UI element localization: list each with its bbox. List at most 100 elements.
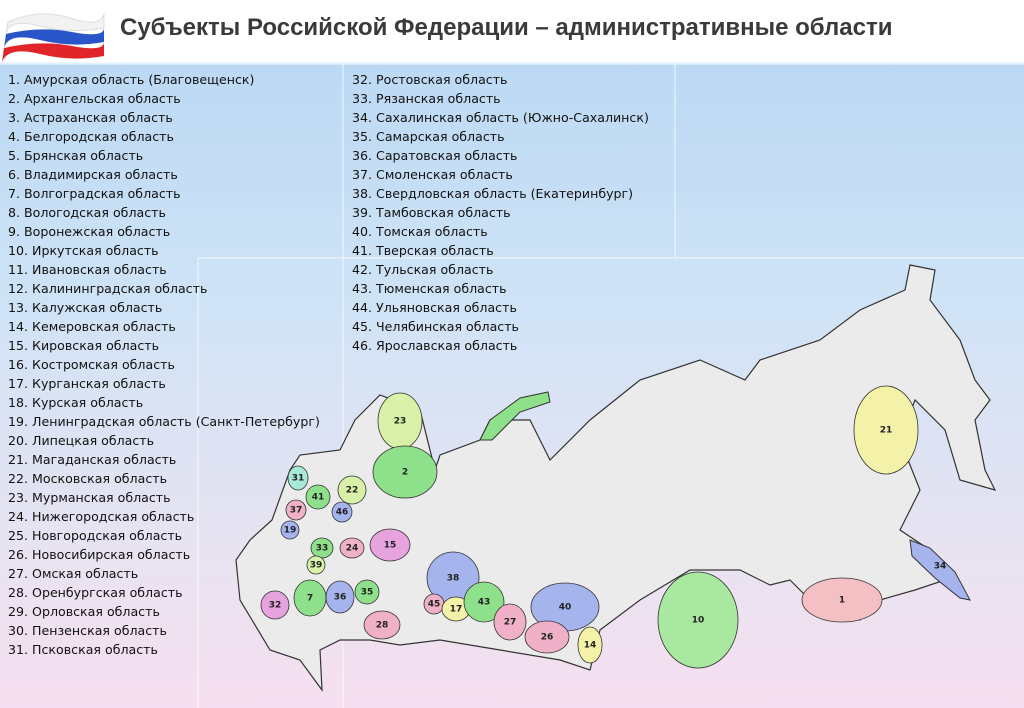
region-number: 22 bbox=[346, 486, 359, 496]
region-number: 39 bbox=[310, 561, 323, 571]
region-area bbox=[339, 537, 365, 559]
region-area bbox=[372, 445, 438, 499]
region-area bbox=[325, 580, 355, 614]
region-number: 40 bbox=[559, 603, 572, 613]
region-item: 17. Курганская область bbox=[8, 376, 166, 391]
region-area bbox=[285, 499, 307, 521]
region-item: 7. Волгоградская область bbox=[8, 186, 181, 201]
region-area bbox=[524, 620, 570, 654]
region-number: 27 bbox=[504, 618, 517, 628]
region-number: 21 bbox=[880, 426, 893, 436]
region-number: 23 bbox=[394, 417, 407, 427]
region-number: 37 bbox=[290, 506, 303, 516]
region-area bbox=[657, 571, 739, 669]
region-area bbox=[337, 475, 367, 505]
region-area bbox=[577, 626, 603, 664]
region-item: 42. Тульская область bbox=[352, 262, 494, 277]
region-item: 25. Новгородская область bbox=[8, 528, 183, 543]
region-item: 4. Белгородская область bbox=[8, 129, 174, 144]
region-number: 17 bbox=[450, 605, 463, 615]
flag bbox=[2, 13, 105, 62]
region-item: 35. Самарская область bbox=[352, 129, 505, 144]
region-number: 24 bbox=[346, 544, 359, 554]
region-area bbox=[493, 603, 527, 641]
region-number: 35 bbox=[361, 588, 374, 598]
region-item: 2. Архангельская область bbox=[8, 91, 181, 106]
region-number: 46 bbox=[336, 508, 349, 518]
region-item: 41. Тверская область bbox=[352, 243, 494, 258]
region-list: 32. Ростовская область 33. Рязанская обла… bbox=[352, 70, 649, 355]
region-number: 32 bbox=[269, 601, 282, 611]
region-item: 46. Ярославская область bbox=[352, 338, 518, 353]
region-number: 36 bbox=[334, 593, 347, 603]
region-item: 1. Амурская область (Благовещенск) bbox=[8, 72, 255, 87]
region-number: 41 bbox=[312, 493, 325, 503]
russia-outline bbox=[235, 264, 997, 692]
region-item: 18. Курская область bbox=[8, 395, 144, 410]
region-number: 7 bbox=[307, 594, 313, 604]
region-area bbox=[306, 555, 326, 575]
region-item: 37. Смоленская область bbox=[352, 167, 513, 182]
region-item: 13. Калужская область bbox=[8, 300, 163, 315]
region-number: 15 bbox=[384, 541, 397, 551]
region-item: 9. Воронежская область bbox=[8, 224, 171, 239]
region-item: 10. Иркутская область bbox=[8, 243, 159, 258]
region-item: 43. Тюменская область bbox=[352, 281, 507, 296]
region-area bbox=[363, 610, 401, 640]
region-area bbox=[305, 484, 331, 510]
region-number: 31 bbox=[292, 474, 305, 484]
region-area bbox=[463, 581, 505, 623]
region-number: 14 bbox=[584, 641, 597, 651]
region-item: 3. Астраханская область bbox=[8, 110, 173, 125]
region-item: 11. Ивановская область bbox=[8, 262, 167, 277]
region-item: 15. Кировская область bbox=[8, 338, 160, 353]
region-item: 34. Сахалинская область (Южно-Сахалинск) bbox=[352, 110, 649, 125]
novaya-zemlya bbox=[479, 391, 551, 441]
region-item: 26. Новосибирская область bbox=[8, 547, 191, 562]
region-item: 45. Челябинская область bbox=[352, 319, 519, 334]
region-number: 19 bbox=[284, 526, 297, 536]
region-list: 1. Амурская область (Благовещенск) 2. Арх… bbox=[8, 70, 320, 659]
region-item: 23. Мурманская область bbox=[8, 490, 171, 505]
region-area bbox=[287, 465, 309, 491]
region-number: 28 bbox=[376, 621, 389, 631]
title: Субъекты Российской Федерации – админист… bbox=[120, 14, 893, 41]
region-number: 34 bbox=[934, 562, 947, 572]
region-area bbox=[801, 577, 883, 623]
region-area bbox=[369, 528, 411, 562]
region-item: 27. Омская область bbox=[8, 566, 139, 581]
region-item: 32. Ростовская область bbox=[352, 72, 508, 87]
region-item: 36. Саратовская область bbox=[352, 148, 518, 163]
region-item: 12. Калининградская область bbox=[8, 281, 208, 296]
region-number: 38 bbox=[447, 574, 460, 584]
region-item: 14. Кемеровская область bbox=[8, 319, 176, 334]
region-number: 26 bbox=[541, 633, 554, 643]
region-item: 30. Пензенская область bbox=[8, 623, 167, 638]
region-item: 21. Магаданская область bbox=[8, 452, 177, 467]
region-item: 24. Нижегородская область bbox=[8, 509, 195, 524]
region-item: 44. Ульяновская область bbox=[352, 300, 517, 315]
region-area bbox=[280, 520, 300, 540]
region-item: 16. Костромская область bbox=[8, 357, 175, 372]
region-item: 31. Псковская область bbox=[8, 642, 158, 657]
region-item: 20. Липецкая область bbox=[8, 433, 155, 448]
region-item: 19. Ленинградская область (Санкт-Петербу… bbox=[8, 414, 320, 429]
region-item: 38. Свердловская область (Екатеринбург) bbox=[352, 186, 634, 201]
region-item: 22. Московская область bbox=[8, 471, 168, 486]
region-number: 43 bbox=[478, 598, 491, 608]
region-number: 1 bbox=[839, 596, 845, 606]
region-item: 40. Томская область bbox=[352, 224, 488, 239]
region-number: 10 bbox=[692, 616, 705, 626]
region-item: 33. Рязанская область bbox=[352, 91, 501, 106]
region-item: 39. Тамбовская область bbox=[352, 205, 511, 220]
region-number: 2 bbox=[402, 468, 408, 478]
region-item: 6. Владимирская область bbox=[8, 167, 178, 182]
region-item: 8. Вологодская область bbox=[8, 205, 166, 220]
region-area bbox=[260, 590, 290, 620]
region-number: 33 bbox=[316, 544, 329, 554]
region-number: 45 bbox=[428, 600, 441, 610]
region-item: 28. Оренбургская область bbox=[8, 585, 183, 600]
region-item: 5. Брянская область bbox=[8, 148, 144, 163]
